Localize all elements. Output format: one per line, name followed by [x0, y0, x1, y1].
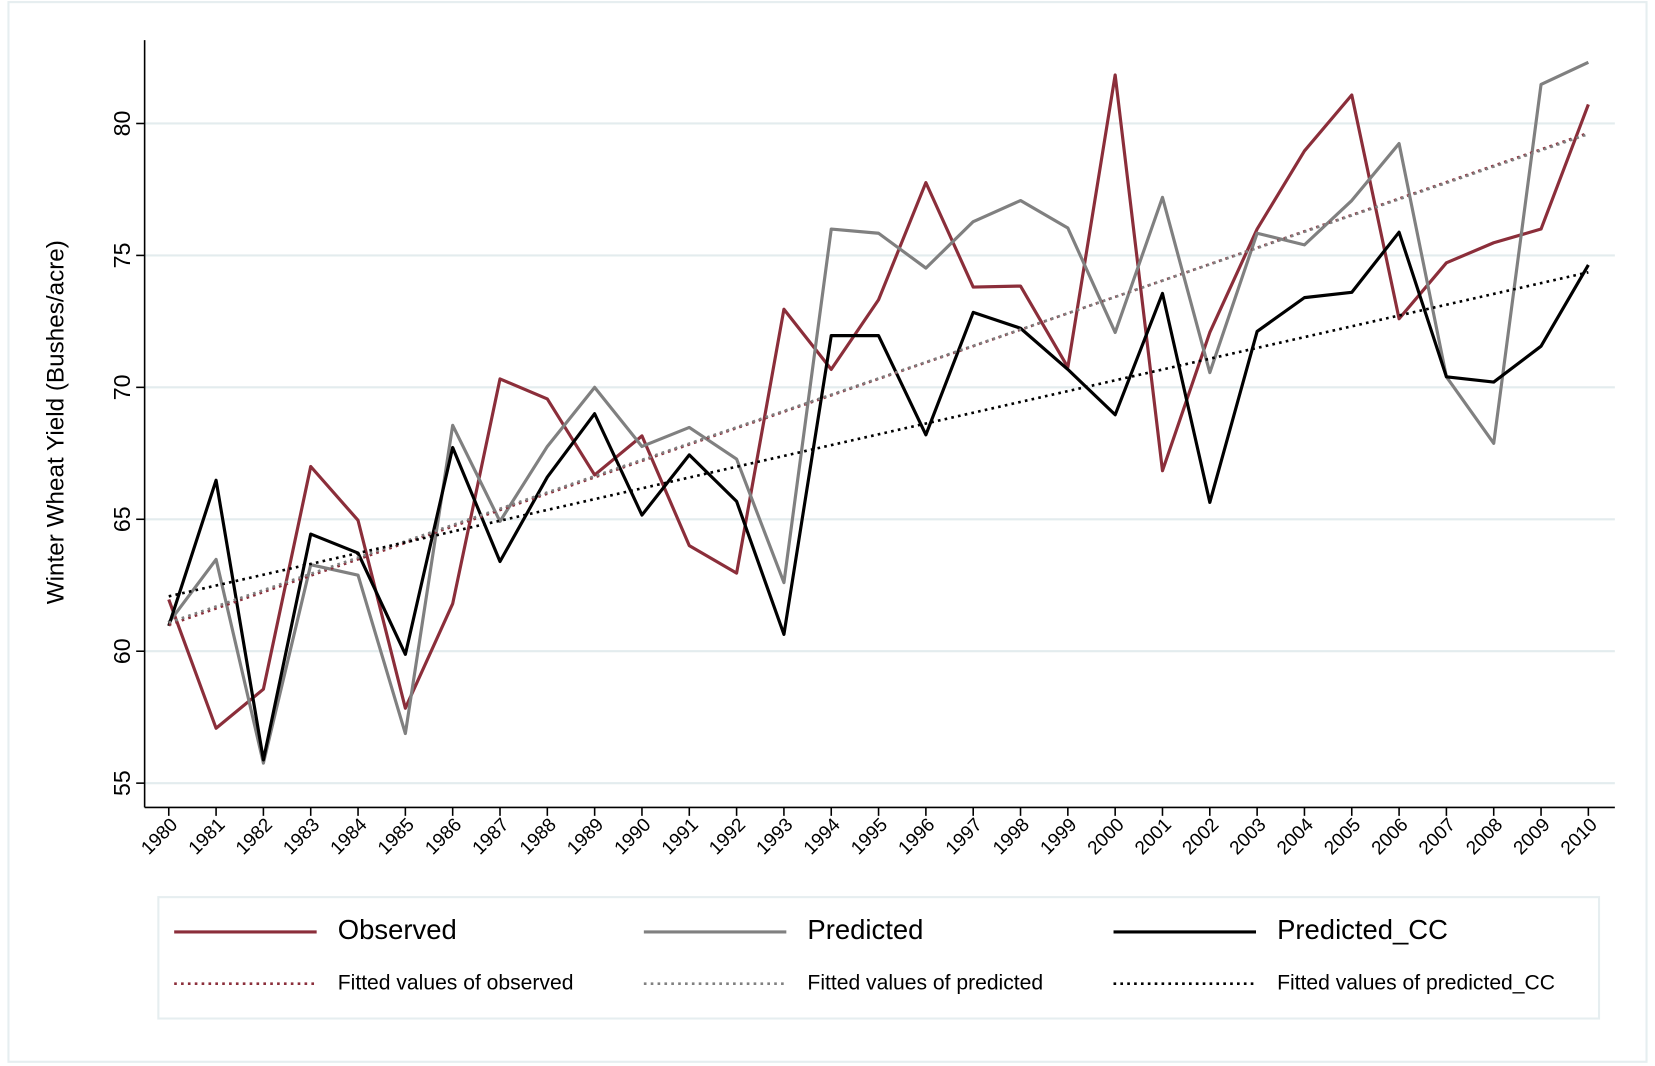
x-tick-label: 1982	[232, 814, 277, 859]
x-tick-label: 2000	[1084, 814, 1129, 859]
x-tick-label: 1981	[185, 814, 230, 859]
fitted-line	[168, 271, 1589, 598]
y-axis-label: Winter Wheat Yield (Bushes/acre)	[42, 240, 69, 604]
frame	[7, 1, 1648, 1063]
x-tick-label: 1999	[1037, 814, 1082, 859]
y-tick-label: 60	[109, 638, 135, 664]
legend-label: Fitted values of predicted_CC	[1277, 971, 1555, 994]
y-tick-label: 70	[109, 374, 135, 400]
x-tick-label: 1984	[327, 814, 372, 859]
x-tick-label: 1995	[847, 814, 892, 859]
x-tick-label: 2010	[1557, 814, 1602, 859]
x-tick-label: 2002	[1179, 814, 1224, 859]
x-tick-label: 1992	[705, 814, 750, 859]
x-tick-label: 1991	[658, 814, 703, 859]
legend-label: Observed	[338, 914, 457, 945]
x-tick-label: 1998	[989, 814, 1034, 859]
x-tick-label: 2004	[1273, 814, 1318, 859]
y-tick-label: 80	[109, 111, 135, 137]
legend-label: Fitted values of predicted	[807, 971, 1043, 994]
legend-label: Predicted_CC	[1277, 914, 1448, 945]
legend: Observed Predicted Predicted_CC Fitted valu…	[157, 896, 1601, 1020]
x-tick-label: 1980	[137, 814, 182, 859]
x-tick-label: 1994	[800, 814, 845, 859]
x-tick-label: 2008	[1462, 814, 1507, 859]
series-line	[167, 60, 1590, 765]
series-line	[167, 230, 1590, 762]
x-tick-label: 1987	[469, 814, 514, 859]
legend-label: Predicted	[807, 914, 923, 945]
x-tick-label: 1993	[753, 814, 798, 859]
x-tick-label: 1996	[895, 814, 940, 859]
x-tick-label: 1989	[563, 814, 608, 859]
y-tick-label: 55	[109, 770, 135, 796]
x-tick-label: 1983	[279, 814, 324, 859]
x-tick-label: 2005	[1320, 814, 1365, 859]
x-tick-label: 1988	[516, 814, 561, 859]
legend-box	[157, 896, 1601, 1020]
x-tick-label: 1990	[611, 814, 656, 859]
x-tick-label: 2006	[1368, 814, 1413, 859]
x-tick-label: 2009	[1510, 814, 1555, 859]
fitted-line	[168, 132, 1589, 624]
x-tick-label: 1985	[374, 814, 419, 859]
x-tick-label: 2003	[1226, 814, 1271, 859]
y-tick-label: 65	[109, 506, 135, 532]
x-tick-label: 1997	[942, 814, 987, 859]
legend-label: Fitted values of observed	[338, 971, 574, 994]
x-tick-label: 1986	[421, 814, 466, 859]
y-tick-label: 75	[109, 243, 135, 269]
x-tick-label: 2007	[1415, 814, 1460, 859]
x-tick-label: 2001	[1131, 814, 1176, 859]
series-line	[167, 73, 1590, 730]
